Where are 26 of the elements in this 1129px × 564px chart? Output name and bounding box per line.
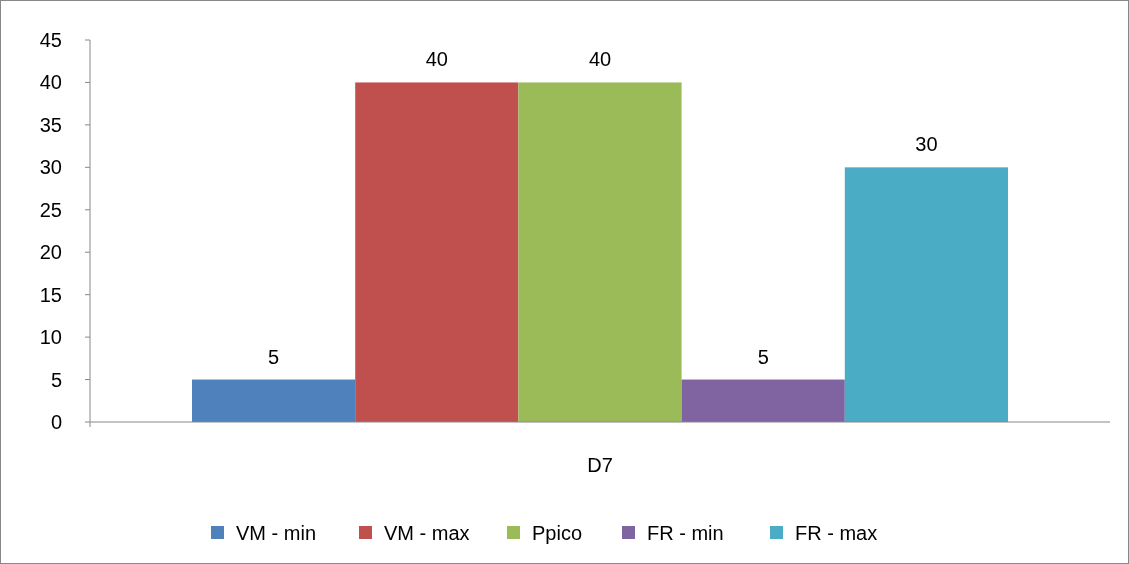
x-tick-label: D7	[587, 454, 613, 476]
bar	[355, 82, 519, 422]
data-label: 40	[588, 48, 612, 71]
legend-label: Ppico	[532, 522, 583, 544]
bar	[192, 379, 356, 422]
y-tick-label: 0	[50, 411, 62, 433]
y-tick-label: 5	[50, 368, 62, 391]
legend-label: FR - max	[795, 522, 878, 544]
y-tick-label: 40	[39, 71, 62, 94]
y-tick-label: 30	[39, 156, 62, 179]
y-tick-label: 15	[39, 283, 62, 306]
legend-label: FR - min	[647, 522, 724, 544]
y-tick-label: 10	[39, 326, 62, 349]
data-label: 5	[757, 345, 769, 368]
legend-label: VM - min	[236, 522, 316, 544]
data-label: 30	[915, 133, 938, 156]
bar	[844, 167, 1008, 422]
bar	[518, 82, 682, 422]
y-tick-label: 35	[39, 113, 62, 136]
data-label: 5	[268, 345, 280, 368]
y-tick-label: 45	[39, 29, 62, 51]
legend-label: VM - max	[384, 522, 470, 544]
data-label: 40	[425, 48, 448, 71]
y-tick-label: 20	[39, 241, 62, 264]
bar	[681, 379, 845, 422]
y-tick-label: 25	[39, 198, 62, 221]
